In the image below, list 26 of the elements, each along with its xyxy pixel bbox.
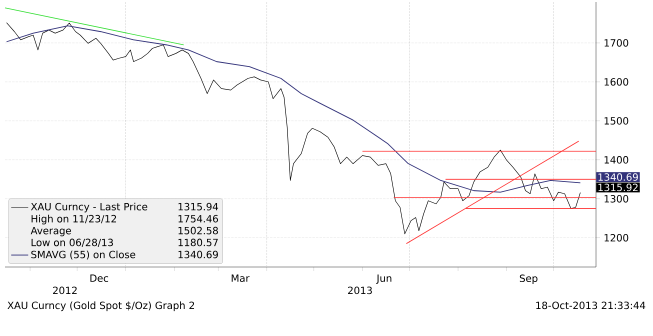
annotation: 1180.57 [178, 238, 218, 246]
y-tick-label: 1200 [604, 234, 628, 242]
y-tick-label: 1700 [604, 39, 628, 47]
annotation: 1754.46 [178, 214, 218, 222]
legend-label: XAU Curncy - Last Price [30, 202, 148, 212]
annotation: Low on 06/28/13 [32, 238, 113, 248]
y-tick-label: 1500 [604, 117, 628, 125]
x-tick-label: Sep [520, 274, 538, 284]
annotation: 1315.94 [178, 202, 218, 210]
y-tick-label: 1300 [604, 195, 628, 203]
x-tick-label: Jun [376, 274, 392, 284]
text: 1315.92 [598, 184, 638, 192]
x-tick-label: Dec [90, 274, 108, 282]
y-tick-label: 1600 [604, 78, 628, 86]
text: 1340.69 [598, 173, 638, 181]
text: 2012 [53, 286, 77, 294]
text: XAU Curncy (Gold Spot $/Oz) Graph 2 [8, 301, 194, 312]
text: 18-Oct-2013 21:33:44 [536, 302, 646, 310]
y-tick-label: 1400 [604, 156, 628, 164]
legend-label: SMAVG (55) on Close [31, 250, 136, 260]
text: 2013 [348, 286, 372, 294]
annotation: Average [30, 226, 72, 236]
annotation: High on 11/23/12 [32, 214, 116, 224]
annotation: 1340.69 [178, 250, 218, 258]
annotation: 1502.58 [178, 226, 218, 234]
x-tick-label: Mar [232, 274, 250, 282]
